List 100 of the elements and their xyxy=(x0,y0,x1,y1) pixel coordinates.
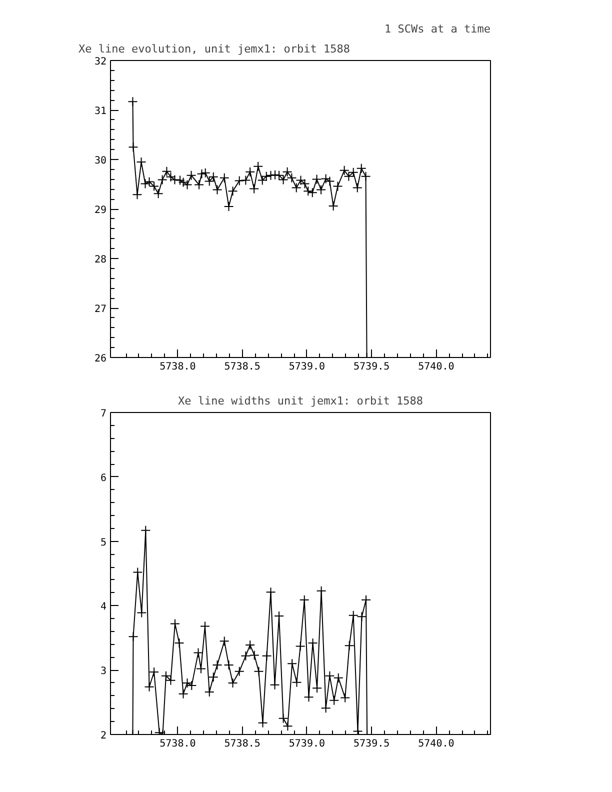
point xyxy=(208,672,218,682)
point xyxy=(234,176,244,186)
point xyxy=(278,174,288,185)
point xyxy=(303,186,314,196)
point xyxy=(149,181,160,192)
point xyxy=(140,178,150,189)
point xyxy=(258,718,268,728)
y-tick-label: 2 xyxy=(100,730,107,742)
y-tick-label: 26 xyxy=(94,354,107,364)
point xyxy=(144,176,154,187)
point xyxy=(249,650,260,660)
point xyxy=(200,168,210,178)
point xyxy=(140,525,151,536)
point xyxy=(224,660,234,670)
point xyxy=(274,611,284,622)
point xyxy=(278,713,288,724)
point xyxy=(352,182,362,193)
point xyxy=(193,648,204,658)
x-tick-label: 5738.0 xyxy=(160,362,196,372)
x-tick-label: 5739.0 xyxy=(288,738,326,750)
point xyxy=(186,680,197,691)
y-tick-label: 30 xyxy=(94,156,107,166)
point xyxy=(356,163,366,174)
point xyxy=(170,174,180,185)
point xyxy=(282,166,292,177)
point xyxy=(270,170,280,180)
point xyxy=(182,678,192,688)
point xyxy=(274,170,284,180)
point xyxy=(178,177,188,188)
point xyxy=(287,658,298,669)
x-tick-label: 5738.5 xyxy=(224,362,260,372)
point xyxy=(312,683,322,694)
point xyxy=(212,184,222,195)
point xyxy=(162,166,172,176)
point xyxy=(245,166,256,177)
point xyxy=(312,174,322,184)
point xyxy=(186,170,196,180)
point xyxy=(316,586,326,596)
point xyxy=(304,692,314,702)
point xyxy=(361,594,372,605)
point xyxy=(194,180,204,190)
point xyxy=(245,640,256,650)
y-tick-label: 5 xyxy=(100,537,107,548)
point xyxy=(228,678,238,688)
point xyxy=(228,186,238,196)
point xyxy=(299,594,310,605)
point xyxy=(324,670,335,681)
point xyxy=(136,156,146,167)
point xyxy=(166,675,176,686)
point xyxy=(286,172,297,183)
point xyxy=(266,170,276,180)
point xyxy=(292,677,302,688)
chart-title: Xe line evolution, unit jemx1: orbit 1588 xyxy=(78,42,350,56)
y-tick-label: 4 xyxy=(100,602,107,613)
y-tick-label: 32 xyxy=(94,56,107,68)
point xyxy=(339,165,350,176)
point xyxy=(307,188,318,198)
point xyxy=(166,172,176,182)
y-tick-label: 7 xyxy=(100,408,107,420)
point xyxy=(196,664,206,674)
text: 1 SCWs at a time xyxy=(384,22,491,36)
point xyxy=(332,181,343,192)
y-tick-label: 27 xyxy=(94,304,107,315)
point xyxy=(128,142,138,152)
point xyxy=(212,660,222,670)
point xyxy=(240,175,251,186)
y-tick-label: 31 xyxy=(94,106,107,117)
point xyxy=(300,178,310,189)
x-tick-label: 5740.0 xyxy=(418,362,454,372)
point xyxy=(128,632,138,642)
y-tick-label: 29 xyxy=(94,205,107,216)
point xyxy=(344,640,354,651)
point xyxy=(316,184,326,195)
point xyxy=(240,650,251,661)
point xyxy=(262,650,272,661)
point xyxy=(295,641,306,652)
chart-title: Xe line widths unit jemx1: orbit 1588 xyxy=(178,394,424,408)
point xyxy=(253,161,264,172)
point xyxy=(329,695,340,706)
point xyxy=(266,587,276,598)
point xyxy=(328,201,338,212)
point xyxy=(157,174,168,185)
y-tick-label: 3 xyxy=(100,666,107,678)
point xyxy=(174,638,184,648)
point xyxy=(160,670,171,681)
point xyxy=(219,172,230,183)
point xyxy=(136,608,147,618)
point xyxy=(320,174,331,184)
x-tick-label: 5738.0 xyxy=(160,738,196,750)
point xyxy=(182,180,192,190)
point xyxy=(249,184,260,194)
point xyxy=(360,171,371,182)
point xyxy=(282,721,293,732)
point xyxy=(144,682,154,692)
point xyxy=(149,667,160,678)
point xyxy=(219,636,230,646)
point xyxy=(320,703,331,714)
x-tick-label: 5740.0 xyxy=(418,738,454,750)
point xyxy=(178,688,188,699)
point xyxy=(234,666,244,676)
